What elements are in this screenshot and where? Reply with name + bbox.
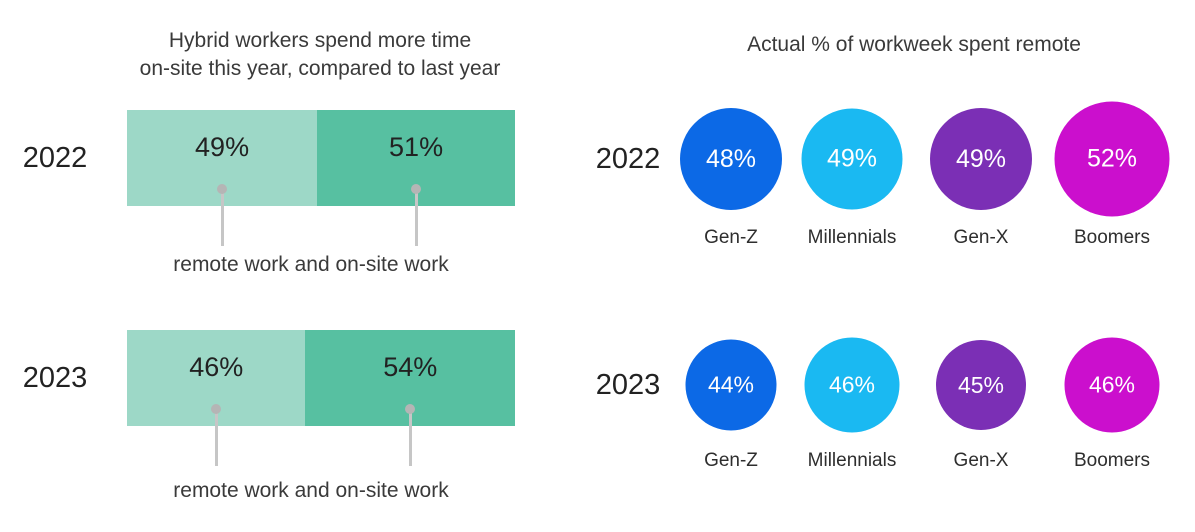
category-label-boomers-2022: Boomers: [1073, 227, 1151, 248]
left-year-label-2023: 2023: [22, 362, 88, 394]
bubble-genx-2023: 45%: [936, 340, 1026, 430]
left-chart-title-line2: on-site this year, compared to last year: [139, 57, 501, 80]
connector-dot-icon: [405, 404, 416, 414]
bar-segment-remote-2022: 49%: [127, 110, 318, 246]
remote-value-label-2023: 46%: [189, 351, 244, 382]
bubble-genz-2022: 48%: [680, 108, 782, 210]
left-chart-title-line1: Hybrid workers spend more time: [168, 29, 472, 52]
right-year-label-2022: 2022: [595, 143, 661, 175]
bubble-value-label: 48%: [705, 144, 757, 173]
bar-caption-2023: remote work and on-site work: [173, 479, 449, 502]
bar-segment-remote-2023: 46%: [127, 330, 306, 466]
bubble-value-label: 52%: [1086, 144, 1138, 173]
bar-segment-onsite-2022: 51%: [317, 110, 515, 246]
bubble-value-label: 44%: [707, 371, 755, 398]
bubble-value-label: 49%: [955, 144, 1007, 173]
bar-segment-onsite-2023: 54%: [305, 330, 515, 466]
stacked-bar-2022: 49% 51%: [127, 110, 515, 246]
category-label-genz-2023: Gen-Z: [704, 450, 758, 471]
bubble-millennials-2023: 46%: [804, 337, 900, 433]
bubble-value-label: 49%: [826, 144, 878, 173]
bubble-value-label: 46%: [1088, 371, 1136, 398]
category-label-millennials-2022: Millennials: [807, 227, 897, 248]
connector-dot-icon: [211, 404, 222, 414]
connector-dot-icon: [411, 184, 422, 194]
category-label-genz-2022: Gen-Z: [704, 227, 758, 248]
stacked-bar-2023: 46% 54%: [127, 330, 515, 466]
bar-caption-2022: remote work and on-site work: [173, 253, 449, 276]
bubble-millennials-2022: 49%: [801, 108, 903, 210]
bubble-genz-2023: 44%: [685, 339, 777, 431]
category-label-genx-2023: Gen-X: [953, 450, 1009, 471]
bubble-value-label: 46%: [828, 371, 876, 398]
category-label-boomers-2023: Boomers: [1073, 450, 1151, 471]
remote-value-label-2022: 49%: [195, 131, 250, 162]
connector-line: [414, 189, 418, 246]
connector-line: [220, 189, 224, 246]
bubble-boomers-2022: 52%: [1054, 101, 1170, 217]
connector-line: [408, 409, 412, 466]
bubble-genx-2022: 49%: [930, 108, 1032, 210]
right-year-label-2023: 2023: [595, 369, 661, 401]
bubble-boomers-2023: 46%: [1064, 337, 1160, 433]
connector-line: [214, 409, 218, 466]
category-label-millennials-2023: Millennials: [807, 450, 897, 471]
left-chart-title: Hybrid workers spend more time on-site t…: [120, 27, 520, 83]
category-label-genx-2022: Gen-X: [953, 227, 1009, 248]
onsite-value-label-2022: 51%: [389, 131, 444, 162]
right-chart-title: Actual % of workweek spent remote: [747, 33, 1081, 56]
connector-dot-icon: [217, 184, 228, 194]
onsite-value-label-2023: 54%: [383, 351, 438, 382]
bubble-value-label: 45%: [957, 371, 1005, 398]
left-year-label-2022: 2022: [22, 142, 88, 174]
